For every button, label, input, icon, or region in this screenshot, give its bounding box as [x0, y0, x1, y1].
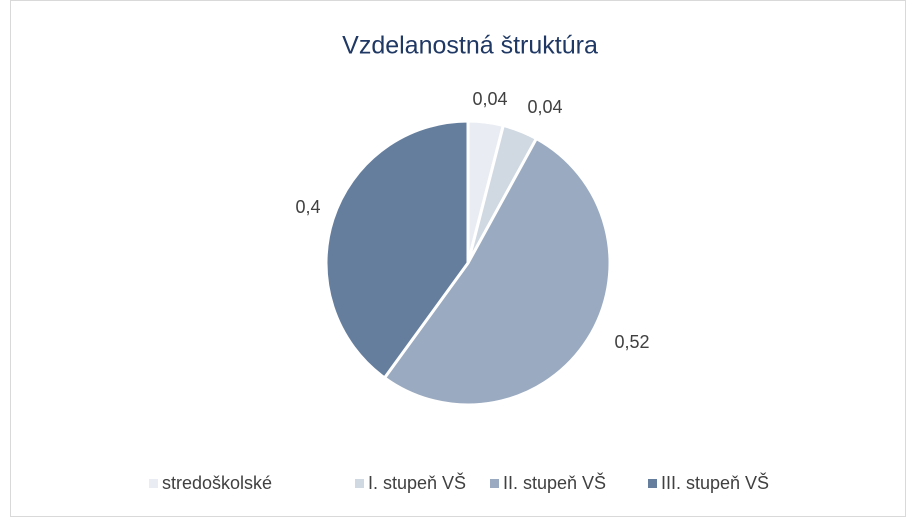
legend-swatch	[149, 479, 158, 488]
legend-label: II. stupeň VŠ	[503, 472, 606, 493]
data-label: 0,52	[614, 332, 649, 352]
legend-label: stredoškolské	[162, 473, 272, 493]
pie-slice	[382, 136, 612, 407]
pie-slice	[324, 119, 470, 380]
legend-swatch	[490, 479, 499, 488]
chart-title: Vzdelanostná štruktúra	[342, 32, 598, 60]
legend-swatch	[355, 479, 364, 488]
legend-label: I. stupeň VŠ	[368, 472, 466, 493]
data-label: 0,04	[472, 89, 507, 109]
legend-label: III. stupeň VŠ	[661, 472, 769, 493]
legend-swatch	[648, 479, 657, 488]
data-label: 0,04	[527, 97, 562, 117]
data-label: 0,4	[295, 197, 320, 217]
